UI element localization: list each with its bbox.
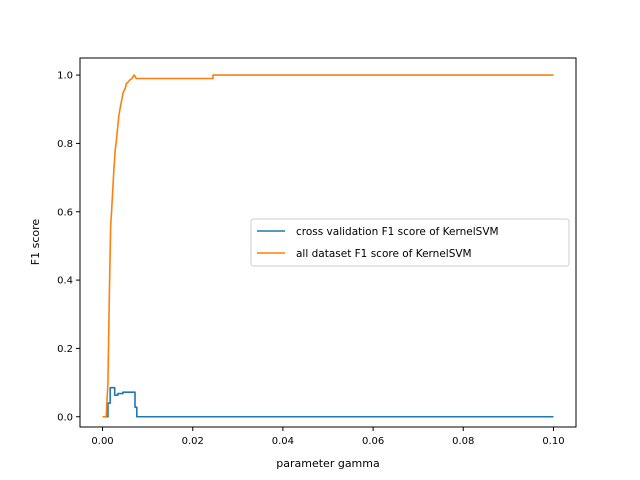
plot-series bbox=[102, 74, 554, 418]
y-tick-label: 1.0 bbox=[57, 71, 73, 82]
x-tick-label: 0.04 bbox=[272, 436, 294, 447]
y-tick-label: 0.0 bbox=[57, 412, 73, 423]
y-tick-label: 0.6 bbox=[57, 207, 73, 218]
x-axis-label: parameter gamma bbox=[276, 457, 379, 470]
y-axis-label: F1 score bbox=[29, 219, 42, 266]
x-tick-label: 0.02 bbox=[182, 436, 204, 447]
series-line-0 bbox=[102, 386, 554, 418]
x-axis: 0.00 0.02 0.04 0.06 0.08 0.10 bbox=[91, 427, 565, 447]
y-tick-label: 0.2 bbox=[57, 344, 73, 355]
y-tick-label: 0.4 bbox=[57, 276, 73, 287]
y-tick-label: 0.8 bbox=[57, 139, 73, 150]
plot-frame bbox=[79, 57, 577, 428]
x-tick-label: 0.08 bbox=[452, 436, 474, 447]
y-axis: 0.0 0.2 0.4 0.6 0.8 1.0 bbox=[57, 71, 80, 423]
x-tick-label: 0.10 bbox=[542, 436, 564, 447]
legend-label-1: all dataset F1 score of KernelSVM bbox=[296, 248, 472, 260]
legend-box bbox=[250, 218, 570, 267]
series-line-1 bbox=[102, 74, 554, 418]
x-tick-label: 0.00 bbox=[91, 436, 113, 447]
legend: cross validation F1 score of KernelSVM al… bbox=[250, 218, 570, 267]
x-tick-label: 0.06 bbox=[362, 436, 384, 447]
legend-label-0: cross validation F1 score of KernelSVM bbox=[296, 226, 499, 238]
